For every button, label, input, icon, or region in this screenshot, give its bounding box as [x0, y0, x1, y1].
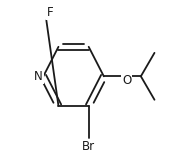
Text: F: F	[47, 6, 54, 19]
Text: Br: Br	[82, 140, 95, 153]
Text: N: N	[34, 70, 43, 83]
Text: O: O	[122, 74, 131, 87]
